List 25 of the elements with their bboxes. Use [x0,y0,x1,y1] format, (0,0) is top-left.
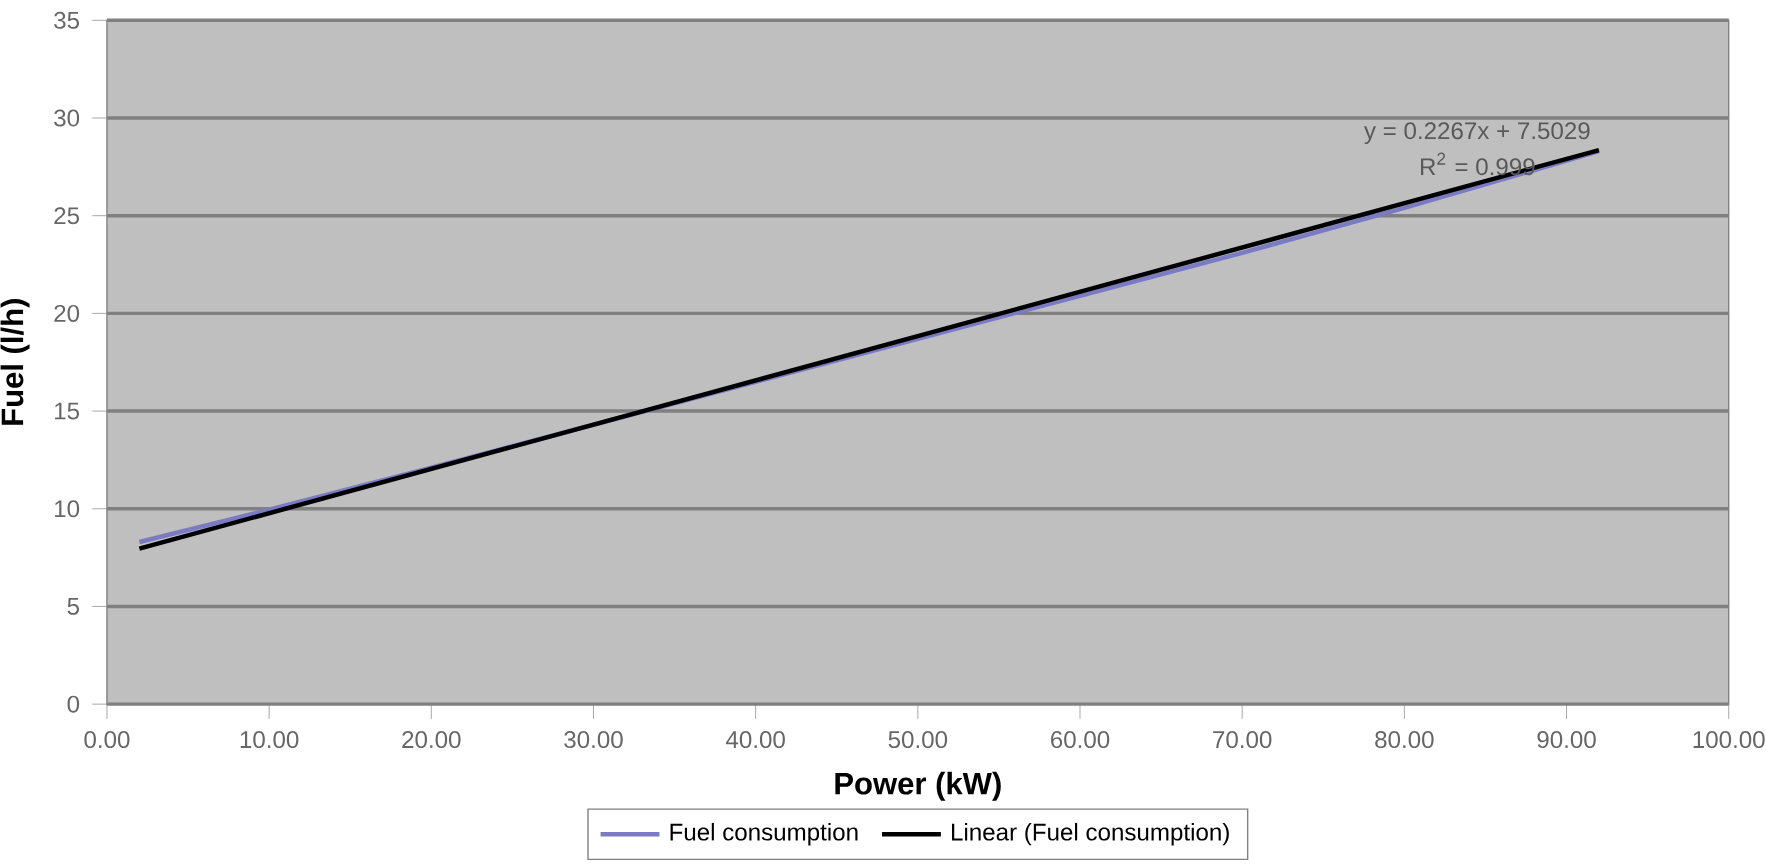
y-tick-label: 20 [54,304,80,322]
x-tick-label: 90.00 [1537,731,1596,749]
x-tick-label: 0.00 [84,731,130,749]
x-tick-label: 100.00 [1693,731,1765,749]
x-tick-label: 40.00 [725,731,785,749]
x-tick-label: 10.00 [240,731,299,749]
y-tick-label: 35 [54,11,79,29]
legend-label: Fuel consumption [670,822,858,846]
legend-label: Linear (Fuel consumption) [952,822,1229,846]
x-axis-title: Power (kW) [835,771,1001,801]
y-axis-title: Fuel (l/h) [0,299,30,425]
x-tick-label: 80.00 [1375,731,1434,749]
y-tick-label: 15 [55,402,79,420]
x-tick-label: 50.00 [888,731,948,749]
x-tick-label: 30.00 [564,731,623,749]
y-tick-label: 30 [54,109,80,127]
y-tick-label: 5 [67,598,80,615]
y-tick-label: 10 [55,500,80,518]
annotation: R$^{2}$ = 0.999 [1421,152,1535,176]
annotation: y = 0.2267x + 7.5029 [1363,122,1590,145]
y-tick-label: 0 [67,695,80,713]
x-tick-label: 60.00 [1051,731,1110,749]
x-tick-label: 70.00 [1213,731,1272,749]
y-tick-label: 25 [54,207,79,225]
x-tick-label: 20.00 [402,731,461,749]
